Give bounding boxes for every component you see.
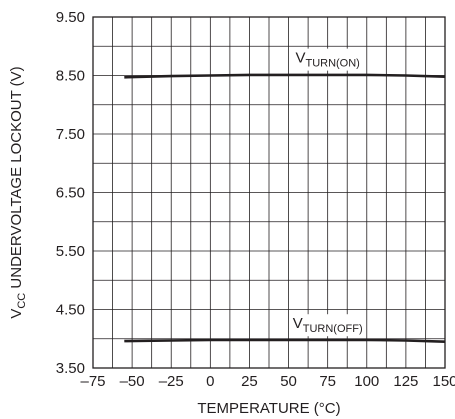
x-tick-label: 100 — [354, 373, 379, 390]
y-tick-label: 9.50 — [56, 9, 85, 26]
y-axis-title: VCC UNDERVOLTAGE LOCKOUT (V) — [8, 66, 28, 318]
y-tick-label: 4.50 — [56, 302, 85, 319]
series-labels: VTURN(ON) VTURN(OFF) — [289, 48, 366, 337]
plot-frame — [92, 16, 446, 369]
series-label-0: VTURN(ON) — [295, 50, 359, 70]
y-tick-label: 5.50 — [56, 243, 85, 260]
x-tick-label: –25 — [159, 373, 184, 390]
series-label-1: VTURN(OFF) — [293, 315, 363, 335]
x-tick-label: 50 — [280, 373, 297, 390]
x-tick-labels: –75 –50 –25 0 25 50 75 100 125 150 — [80, 373, 455, 390]
x-tick-label: 125 — [393, 373, 418, 390]
series-label-backdrop — [289, 314, 366, 337]
y-tick-labels: 3.50 4.50 5.50 6.50 7.50 8.50 9.50 — [56, 9, 85, 377]
y-tick-label: 7.50 — [56, 126, 85, 143]
x-tick-label: 0 — [206, 373, 214, 390]
x-tick-label: –75 — [80, 373, 105, 390]
x-tick-label: –50 — [120, 373, 145, 390]
x-axis-title: TEMPERATURE (°C) — [197, 400, 340, 417]
series-lines — [124, 73, 446, 343]
y-tick-label: 3.50 — [56, 360, 85, 377]
series-line-0 — [124, 73, 446, 79]
x-tick-label: 25 — [241, 373, 258, 390]
y-tick-label: 6.50 — [56, 185, 85, 202]
x-tick-label: 75 — [319, 373, 336, 390]
grid — [93, 17, 445, 368]
y-tick-label: 8.50 — [56, 68, 85, 85]
series-line-1 — [124, 338, 446, 343]
x-tick-label: 150 — [432, 373, 455, 390]
series-label-backdrop — [292, 48, 363, 71]
